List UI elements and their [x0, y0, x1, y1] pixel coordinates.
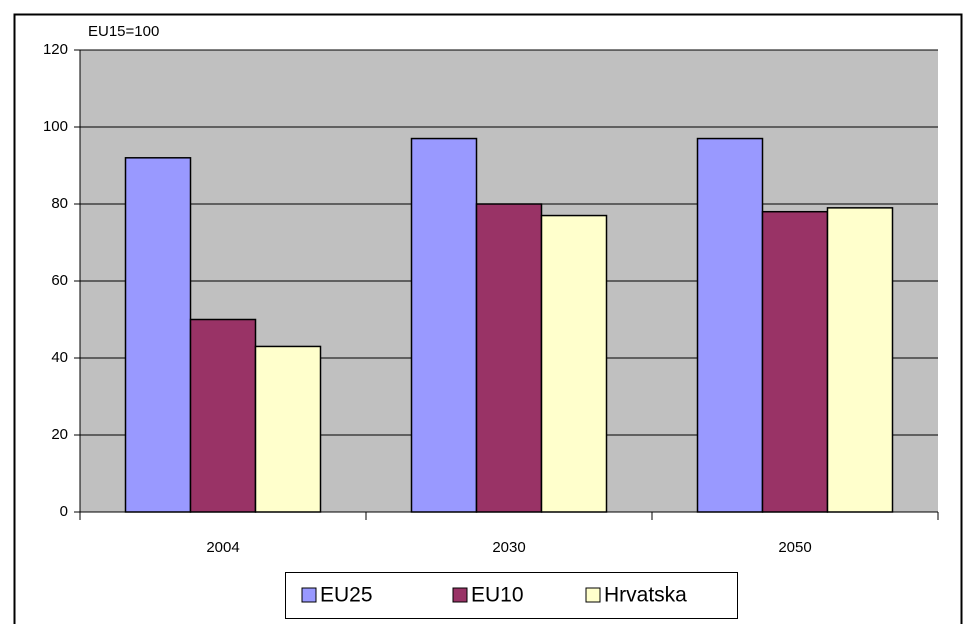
y-tick-label: 0 — [60, 503, 68, 520]
y-tick-label: 60 — [51, 272, 68, 289]
bar — [540, 214, 608, 513]
legend-swatch — [301, 587, 317, 603]
legend-label: Hrvatska — [604, 584, 687, 607]
y-tick-label: 20 — [51, 426, 68, 443]
y-tick-label: 80 — [51, 195, 68, 212]
legend-label: EU25 — [320, 584, 373, 607]
bar — [124, 157, 192, 513]
x-tick-label: 2030 — [492, 539, 525, 556]
bar — [189, 318, 257, 513]
bar — [696, 137, 764, 513]
legend-items: EU25 EU10 Hrvatska — [301, 584, 687, 607]
x-tick-label: 2050 — [778, 539, 811, 556]
x-tick-label: 2004 — [206, 539, 239, 556]
bar — [254, 345, 322, 513]
chart-border — [13, 13, 963, 624]
bar — [410, 137, 478, 513]
legend-label: EU10 — [471, 584, 524, 607]
legend-swatch — [585, 587, 601, 603]
y-tick-label: 100 — [43, 118, 68, 135]
y-tick-label: 120 — [43, 41, 68, 58]
legend-swatch — [452, 587, 468, 603]
bar — [475, 203, 543, 513]
y-axis-label: EU15=100 — [88, 23, 159, 40]
y-tick-label: 40 — [51, 349, 68, 366]
bar — [826, 207, 894, 513]
legend — [285, 572, 738, 619]
bar — [761, 210, 829, 513]
